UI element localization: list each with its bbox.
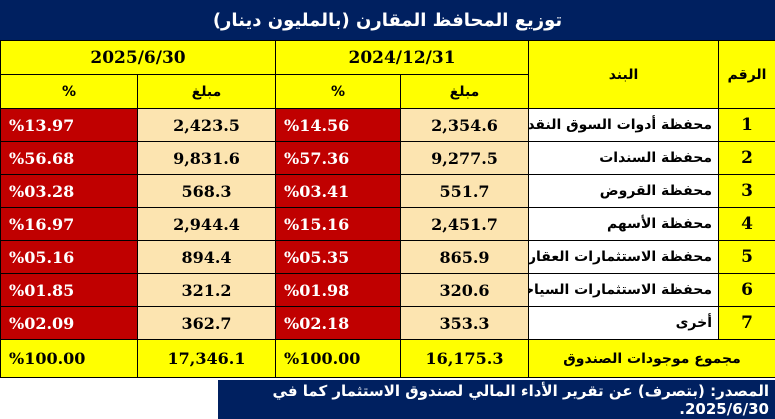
row-item: أخرى [528, 306, 720, 340]
row-item: محفظة الاستثمارات العقارية [528, 240, 720, 274]
portfolio-table: الرقم البند 2024/12/31 2025/6/30 مبلغ % … [0, 40, 775, 378]
header-period-2024: 2024/12/31 [274, 40, 530, 75]
table-row: 3 محفظة القروض 551.7 %03.41 568.3 %03.28 [0, 174, 775, 208]
row-percent-2024: %05.35 [274, 240, 402, 274]
total-amount-2024: 16,175.3 [400, 339, 530, 378]
row-percent-2025: %13.97 [0, 108, 138, 142]
source-note: المصدر: (بتصرف) عن تقرير الأداء المالي ل… [218, 380, 775, 419]
total-row: مجموع موجودات الصندوق 16,175.3 %100.00 1… [0, 339, 775, 378]
row-percent-2024: %02.18 [274, 306, 402, 340]
row-number: 3 [718, 174, 775, 208]
row-number: 6 [718, 273, 775, 307]
row-item: محفظة السندات [528, 141, 720, 175]
row-number: 7 [718, 306, 775, 340]
row-percent-2024: %03.41 [274, 174, 402, 208]
row-item: محفظة أدوات السوق النقدي [528, 108, 720, 142]
row-percent-2024: %15.16 [274, 207, 402, 241]
row-number: 5 [718, 240, 775, 274]
table-row: 4 محفظة الأسهم 2,451.7 %15.16 2,944.4 %1… [0, 207, 775, 241]
row-amount-2024: 353.3 [400, 306, 530, 340]
total-label: مجموع موجودات الصندوق [528, 339, 775, 378]
row-percent-2025: %05.16 [0, 240, 138, 274]
row-amount-2025: 362.7 [137, 306, 276, 340]
header-percent-2025: % [0, 74, 138, 109]
row-amount-2025: 568.3 [137, 174, 276, 208]
row-amount-2024: 551.7 [400, 174, 530, 208]
row-amount-2024: 2,451.7 [400, 207, 530, 241]
row-amount-2025: 2,944.4 [137, 207, 276, 241]
header-period-2025: 2025/6/30 [0, 40, 276, 75]
row-number: 2 [718, 141, 775, 175]
row-percent-2025: %01.85 [0, 273, 138, 307]
total-percent-2024: %100.00 [274, 339, 402, 378]
row-item: محفظة الأسهم [528, 207, 720, 241]
row-percent-2024: %01.98 [274, 273, 402, 307]
row-item: محفظة الاستثمارات السياحية [528, 273, 720, 307]
row-amount-2025: 894.4 [137, 240, 276, 274]
row-amount-2025: 2,423.5 [137, 108, 276, 142]
row-amount-2025: 321.2 [137, 273, 276, 307]
row-number: 4 [718, 207, 775, 241]
row-percent-2024: %14.56 [274, 108, 402, 142]
table-row: 2 محفظة السندات 9,277.5 %57.36 9,831.6 %… [0, 141, 775, 175]
row-amount-2024: 2,354.6 [400, 108, 530, 142]
row-amount-2024: 9,277.5 [400, 141, 530, 175]
table-row: 7 أخرى 353.3 %02.18 362.7 %02.09 [0, 306, 775, 340]
row-percent-2025: %16.97 [0, 207, 138, 241]
header-amount-2025: مبلغ [137, 74, 276, 109]
total-percent-2025: %100.00 [0, 339, 138, 378]
table-row: 1 محفظة أدوات السوق النقدي 2,354.6 %14.5… [0, 108, 775, 142]
row-percent-2025: %02.09 [0, 306, 138, 340]
total-amount-2025: 17,346.1 [137, 339, 276, 378]
row-item: محفظة القروض [528, 174, 720, 208]
row-amount-2025: 9,831.6 [137, 141, 276, 175]
header-percent-2024: % [274, 74, 402, 109]
table-row: 5 محفظة الاستثمارات العقارية 865.9 %05.3… [0, 240, 775, 274]
header-amount-2024: مبلغ [400, 74, 530, 109]
row-number: 1 [718, 108, 775, 142]
table-row: 6 محفظة الاستثمارات السياحية 320.6 %01.9… [0, 273, 775, 307]
table-title: توزيع المحافظ المقارن (بالمليون دينار) [0, 0, 775, 40]
row-percent-2025: %56.68 [0, 141, 138, 175]
row-percent-2025: %03.28 [0, 174, 138, 208]
row-amount-2024: 320.6 [400, 273, 530, 307]
header-item: البند [528, 40, 720, 109]
row-percent-2024: %57.36 [274, 141, 402, 175]
header-number: الرقم [718, 40, 775, 109]
row-amount-2024: 865.9 [400, 240, 530, 274]
